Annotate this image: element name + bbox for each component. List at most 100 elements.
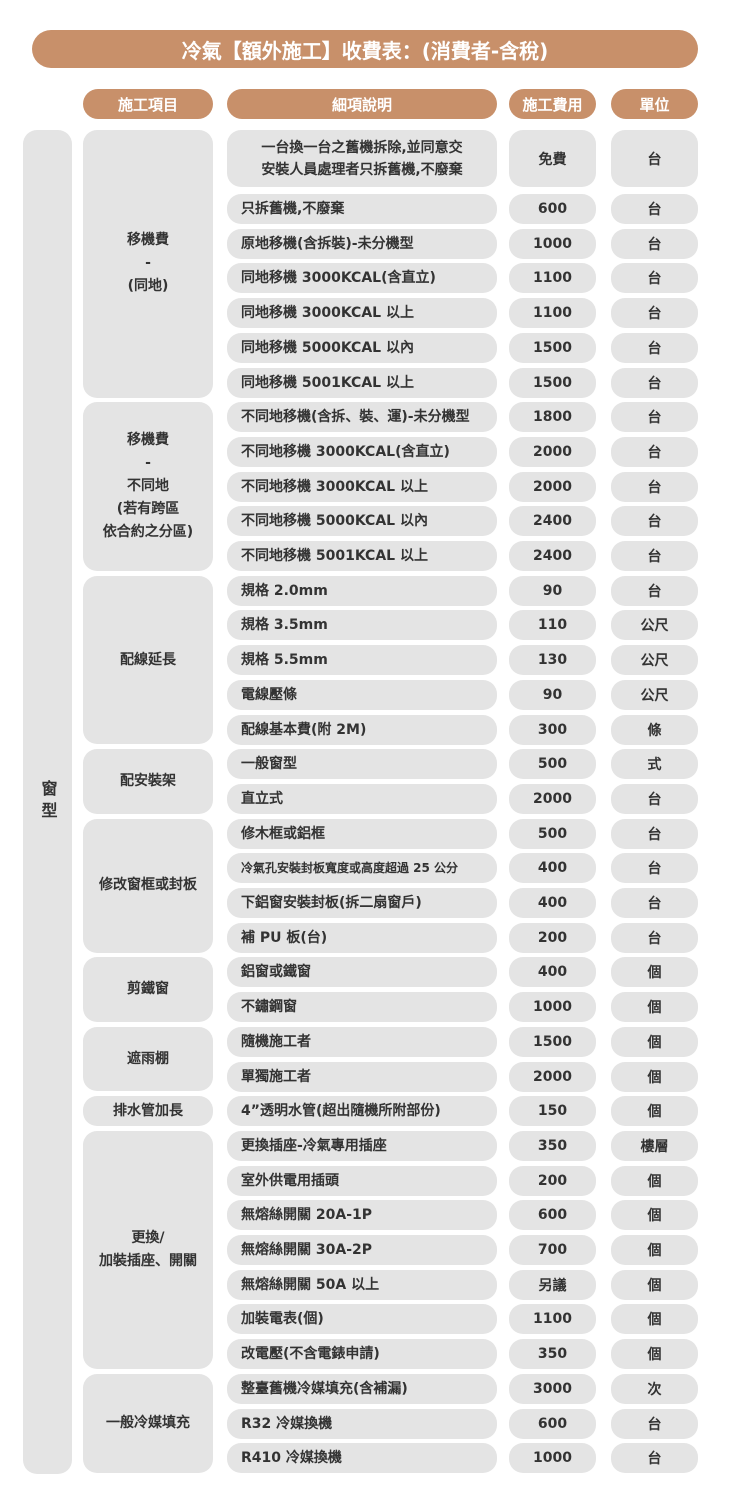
row-description: 不同地移機(含拆、裝、運)-未分機型 [227,402,497,433]
row-unit: 台 [611,888,698,918]
row-description: 無熔絲開關 20A-1P [227,1200,497,1231]
row-fee: 200 [509,1165,596,1196]
row-fee: 130 [509,645,596,676]
row-unit: 台 [611,922,698,953]
row-unit: 台 [611,367,698,398]
row-fee: 1100 [509,298,596,329]
row-fee: 1800 [509,402,596,433]
row-description: 4”透明水管(超出隨機所附部份) [227,1096,497,1127]
row-description: 同地移機 5000KCAL 以內 [227,332,497,363]
row-unit: 台 [611,575,698,606]
row-fee: 2400 [509,541,596,571]
row-unit: 個 [611,1200,698,1231]
row-description: R32 冷媒換機 [227,1408,497,1439]
row-fee: 600 [509,1200,596,1231]
row-description: 整臺舊機冷媒填充(含補漏) [227,1373,497,1404]
row-unit: 台 [611,853,698,884]
group-label: 更換/ 加裝插座、開關 [83,1130,213,1370]
row-unit: 個 [611,1026,698,1057]
row-description: 下鋁窗安裝封板(拆二扇窗戶) [227,888,497,918]
row-fee: 2000 [509,1061,596,1092]
row-unit: 個 [611,1165,698,1196]
row-description: 修木框或鋁框 [227,818,497,849]
row-fee: 1500 [509,332,596,363]
row-unit: 台 [611,332,698,363]
row-description: 無熔絲開關 50A 以上 [227,1269,497,1300]
row-fee: 3000 [509,1373,596,1404]
row-description: 無熔絲開關 30A-2P [227,1235,497,1265]
row-unit: 公尺 [611,645,698,676]
row-fee: 免費 [509,130,596,187]
row-unit: 公尺 [611,679,698,710]
row-unit: 個 [611,992,698,1023]
row-unit: 台 [611,228,698,259]
row-description: 直立式 [227,783,497,814]
row-description: R410 冷媒換機 [227,1443,497,1474]
row-fee: 500 [509,818,596,849]
group-label: 移機費 - (同地) [83,130,213,398]
row-description: 電線壓條 [227,679,497,710]
group-label: 一般冷媒填充 [83,1373,213,1474]
row-unit: 台 [611,541,698,571]
row-description: 單獨施工者 [227,1061,497,1092]
row-unit: 台 [611,263,698,294]
row-unit: 台 [611,1408,698,1439]
header-fee: 施工費用 [509,89,596,119]
group-label: 配線延長 [83,575,213,745]
row-unit: 台 [611,818,698,849]
row-unit: 個 [611,957,698,988]
category-window-type: 窗型 [23,130,72,1474]
row-unit: 條 [611,714,698,745]
row-unit: 個 [611,1269,698,1300]
row-description: 只拆舊機,不廢棄 [227,194,497,224]
row-description: 不鏽鋼窗 [227,992,497,1023]
row-fee: 1500 [509,1026,596,1057]
row-fee: 2000 [509,783,596,814]
row-fee: 150 [509,1096,596,1127]
row-description: 補 PU 板(台) [227,922,497,953]
row-unit: 台 [611,130,698,187]
row-unit: 台 [611,506,698,537]
group-label: 移機費 - 不同地 (若有跨區 依合約之分區) [83,402,213,571]
row-fee: 600 [509,194,596,224]
row-fee: 400 [509,888,596,918]
row-description: 不同地移機 5001KCAL 以上 [227,541,497,571]
row-description: 規格 3.5mm [227,610,497,641]
row-description: 一台換一台之舊機拆除,並同意交 安裝人員處理者只拆舊機,不廢棄 [227,130,497,187]
row-fee: 400 [509,853,596,884]
row-fee: 350 [509,1339,596,1370]
row-description: 原地移機(含拆裝)-未分機型 [227,228,497,259]
row-fee: 1100 [509,263,596,294]
row-unit: 個 [611,1096,698,1127]
row-description: 不同地移機 3000KCAL(含直立) [227,436,497,467]
row-description: 不同地移機 5000KCAL 以內 [227,506,497,537]
row-unit: 台 [611,436,698,467]
row-description: 同地移機 5001KCAL 以上 [227,367,497,398]
row-fee: 1500 [509,367,596,398]
header-desc: 細項說明 [227,89,497,119]
row-fee: 1000 [509,992,596,1023]
row-fee: 200 [509,922,596,953]
row-description: 一般窗型 [227,749,497,780]
row-description: 鋁窗或鐵窗 [227,957,497,988]
row-fee: 110 [509,610,596,641]
row-fee: 700 [509,1235,596,1265]
row-unit: 式 [611,749,698,780]
row-description: 加裝電表(個) [227,1304,497,1335]
row-description: 同地移機 3000KCAL 以上 [227,298,497,329]
row-unit: 公尺 [611,610,698,641]
row-description: 冷氣孔安裝封板寬度或高度超過 25 公分 [227,853,497,884]
row-description: 不同地移機 3000KCAL 以上 [227,471,497,502]
row-description: 改電壓(不含電錶申請) [227,1339,497,1370]
row-unit: 個 [611,1304,698,1335]
row-unit: 個 [611,1235,698,1265]
row-unit: 台 [611,1443,698,1474]
row-description: 同地移機 3000KCAL(含直立) [227,263,497,294]
row-fee: 2000 [509,436,596,467]
row-fee: 500 [509,749,596,780]
header-unit: 單位 [611,89,698,119]
row-fee: 1000 [509,1443,596,1474]
group-label: 修改窗框或封板 [83,818,213,953]
page-title: 冷氣【額外施工】收費表：(消費者-含稅) [32,30,698,68]
row-unit: 台 [611,783,698,814]
